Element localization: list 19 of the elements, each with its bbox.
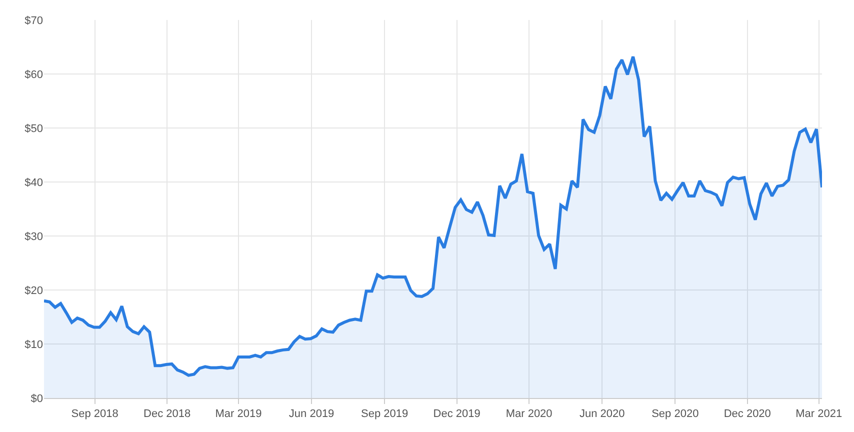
x-tick-label: Jun 2020 [579, 408, 625, 420]
y-tick-label: $40 [24, 176, 43, 189]
y-tick-label: $50 [24, 122, 43, 135]
x-tick-label: Jun 2019 [288, 408, 334, 420]
y-tick-label: $0 [30, 392, 43, 405]
y-tick-label: $30 [24, 230, 43, 243]
x-tick-label: Sep 2018 [71, 408, 118, 420]
x-tick-label: Dec 2020 [724, 408, 771, 420]
x-tick-label: Dec 2018 [144, 408, 191, 420]
y-tick-label: $60 [24, 68, 43, 81]
x-tick-label: Mar 2021 [796, 408, 842, 420]
x-tick-label: Dec 2019 [433, 408, 480, 420]
x-tick-label: Mar 2019 [215, 408, 262, 420]
x-tick-label: Sep 2019 [361, 408, 408, 420]
x-tick-label: Sep 2020 [652, 408, 699, 420]
y-tick-label: $20 [24, 284, 43, 297]
y-tick-label: $70 [24, 14, 43, 27]
x-tick-label: Mar 2020 [506, 408, 552, 420]
y-tick-label: $10 [24, 338, 43, 351]
